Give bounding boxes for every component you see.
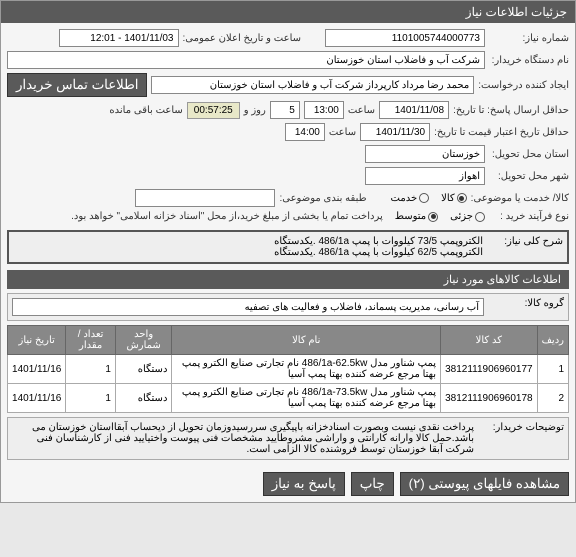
remaining-label: ساعت باقی مانده: [109, 105, 182, 116]
group-box: گروه کالا: آب رسانی، مدیریت پسماند، فاضل…: [7, 293, 569, 321]
subject-radio-group: کالا خدمت: [391, 193, 467, 204]
buyer-value: شرکت آب و فاضلاب استان خوزستان: [7, 51, 485, 69]
row-province: استان محل تحویل: خوزستان: [7, 145, 569, 163]
row-need-number: شماره نیاز: 1101005744000773 ساعت و تاری…: [7, 29, 569, 47]
contact-button[interactable]: اطلاعات تماس خریدار: [7, 73, 147, 97]
radio-dot-icon: [457, 193, 467, 203]
deadline-time: 13:00: [304, 101, 344, 119]
province-value: خوزستان: [365, 145, 485, 163]
td: دستگاه: [115, 384, 172, 413]
subject-label: کالا/ خدمت یا موضوعی:: [471, 193, 569, 204]
purchase-radio-group: جزئی متوسط: [395, 211, 485, 222]
buyer-notes-row: توضیحات خریدار: پرداخت نقدی نیست وبصورت …: [12, 422, 564, 455]
td: 1: [537, 355, 568, 384]
class-value: [135, 189, 275, 207]
requester-value: محمد رضا مرداد کارپرداز شرکت آب و فاضلاب…: [151, 76, 474, 94]
table-body: 1 3812111906960177 پمپ شناور مدل 486/1a-…: [8, 355, 569, 413]
th-0: رديف: [537, 326, 568, 355]
deadline-date: 1401/11/08: [379, 101, 449, 119]
radio-dot-icon: [428, 212, 438, 222]
announce-value: 1401/11/03 - 12:01: [59, 29, 179, 47]
radio-low[interactable]: جزئی: [450, 211, 485, 222]
need-number-label: شماره نیاز:: [489, 33, 569, 44]
requester-label: ایجاد کننده درخواست:: [478, 80, 569, 91]
validity-time: 14:00: [285, 123, 325, 141]
td: 1: [66, 384, 116, 413]
td: پمپ شناور مدل 486/1a-73.5kw نام تجارتی ص…: [172, 384, 441, 413]
answer-button[interactable]: پاسخ به نیاز: [263, 472, 345, 496]
header-title: جزئیات اطلاعات نیاز: [466, 5, 567, 19]
radio-mid[interactable]: متوسط: [395, 211, 438, 222]
city-label: شهر محل تحویل:: [489, 171, 569, 182]
time-label-2: ساعت: [329, 127, 356, 138]
table-header-row: رديف کد کالا نام کالا واحد شمارش تعداد /…: [8, 326, 569, 355]
td: 1401/11/16: [8, 355, 66, 384]
desc-line2: الکتروپمپ 62/5 کیلووات با پمپ 486/1a .یک…: [13, 247, 483, 258]
desc-row: شرح کلی نیاز: الکتروپمپ 73/5 کیلووات با …: [13, 236, 563, 258]
purchase-note: پرداخت تمام یا بخشی از مبلغ خرید،از محل …: [71, 211, 383, 222]
buyer-notes-box: توضیحات خریدار: پرداخت نقدی نیست وبصورت …: [7, 417, 569, 460]
purchase-type-label: نوع فرآیند خرید :: [489, 211, 569, 222]
th-2: نام کالا: [172, 326, 441, 355]
buyer-notes-text: پرداخت نقدی نیست وبصورت اسنادخزانه باپیگ…: [12, 422, 474, 455]
time-label-1: ساعت: [348, 105, 375, 116]
page-header: جزئیات اطلاعات نیاز: [1, 1, 575, 23]
th-4: تعداد / مقدار: [66, 326, 116, 355]
group-text: آب رسانی، مدیریت پسماند، فاضلاب و فعالیت…: [12, 298, 484, 316]
row-validity: حداقل تاریخ اعتبار قیمت تا تاریخ: 1401/1…: [7, 123, 569, 141]
radio-dot-icon: [475, 212, 485, 222]
remaining-time: 00:57:25: [187, 102, 240, 119]
buyer-notes-label: توضیحات خریدار:: [474, 422, 564, 455]
print-button[interactable]: چاپ: [351, 472, 394, 496]
td: 3812111906960178: [441, 384, 538, 413]
city-value: اهواز: [365, 167, 485, 185]
need-number-value: 1101005744000773: [325, 29, 485, 47]
td: 3812111906960177: [441, 355, 538, 384]
table-head: رديف کد کالا نام کالا واحد شمارش تعداد /…: [8, 326, 569, 355]
attachments-button[interactable]: مشاهده فایلهای پیوستی (۲): [400, 472, 569, 496]
deadline-label: حداقل ارسال پاسخ: تا تاریخ:: [453, 105, 569, 116]
group-row: گروه کالا: آب رسانی، مدیریت پسماند، فاضل…: [12, 298, 564, 316]
table-row: 2 3812111906960178 پمپ شناور مدل 486/1a-…: [8, 384, 569, 413]
bottom-buttons: مشاهده فایلهای پیوستی (۲) چاپ پاسخ به نی…: [1, 466, 575, 502]
td: 2: [537, 384, 568, 413]
desc-label: شرح کلی نیاز:: [483, 236, 563, 258]
desc-line1: الکتروپمپ 73/5 کیلووات با پمپ 486/1a .یک…: [13, 236, 483, 247]
row-city: شهر محل تحویل: اهواز: [7, 167, 569, 185]
row-purchase-type: نوع فرآیند خرید : جزئی متوسط پرداخت تمام…: [7, 211, 569, 222]
table-row: 1 3812111906960177 پمپ شناور مدل 486/1a-…: [8, 355, 569, 384]
class-label: طبقه بندی موضوعی:: [279, 193, 366, 204]
section2-title: اطلاعات کالاهای مورد نیاز: [7, 270, 569, 289]
radio-kala[interactable]: کالا: [441, 193, 467, 204]
row-subject: کالا/ خدمت یا موضوعی: کالا خدمت طبقه بند…: [7, 189, 569, 207]
validity-label: حداقل تاریخ اعتبار قیمت تا تاریخ:: [434, 127, 569, 138]
td: 1401/11/16: [8, 384, 66, 413]
td: پمپ شناور مدل 486/1a-62.5kw نام تجارتی ص…: [172, 355, 441, 384]
td: دستگاه: [115, 355, 172, 384]
items-table: رديف کد کالا نام کالا واحد شمارش تعداد /…: [7, 325, 569, 413]
row-buyer: نام دستگاه خریدار: شرکت آب و فاضلاب استا…: [7, 51, 569, 69]
desc-text: الکتروپمپ 73/5 کیلووات با پمپ 486/1a .یک…: [13, 236, 483, 258]
group-label: گروه کالا:: [484, 298, 564, 316]
announce-label: ساعت و تاریخ اعلان عمومی:: [183, 33, 302, 44]
validity-date: 1401/11/30: [360, 123, 430, 141]
th-1: کد کالا: [441, 326, 538, 355]
days-value: 5: [270, 101, 300, 119]
form-content: شماره نیاز: 1101005744000773 ساعت و تاری…: [1, 23, 575, 466]
th-5: تاریخ نیاز: [8, 326, 66, 355]
row-deadline: حداقل ارسال پاسخ: تا تاریخ: 1401/11/08 س…: [7, 101, 569, 119]
radio-dot-icon: [419, 193, 429, 203]
province-label: استان محل تحویل:: [489, 149, 569, 160]
td: 1: [66, 355, 116, 384]
row-requester: ایجاد کننده درخواست: محمد رضا مرداد کارپ…: [7, 73, 569, 97]
radio-khedmat[interactable]: خدمت: [391, 193, 430, 204]
need-desc-box: شرح کلی نیاز: الکتروپمپ 73/5 کیلووات با …: [7, 230, 569, 264]
th-3: واحد شمارش: [115, 326, 172, 355]
main-container: جزئیات اطلاعات نیاز شماره نیاز: 11010057…: [0, 0, 576, 503]
days-label: روز و: [244, 105, 266, 116]
buyer-label: نام دستگاه خریدار:: [489, 55, 569, 66]
